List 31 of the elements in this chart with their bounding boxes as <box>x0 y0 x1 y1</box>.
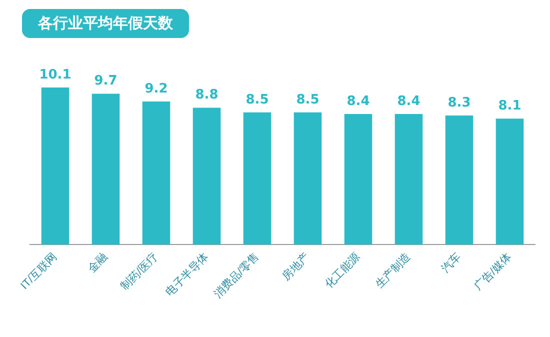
data-label: 9.2 <box>144 81 168 96</box>
x-tick-label: 制药/医疗 <box>118 250 161 293</box>
bar <box>496 118 524 245</box>
bar <box>192 108 221 245</box>
x-tick-label: 广告/媒体 <box>472 250 514 293</box>
data-label: 8.3 <box>448 95 471 110</box>
bar <box>394 114 423 245</box>
data-label: 8.4 <box>346 94 370 109</box>
chart-title: 各行业平均年假天数 <box>22 9 189 38</box>
x-tick-label: 消费品/零售 <box>211 250 262 301</box>
x-tick-label: 房地产 <box>279 250 312 283</box>
bar <box>344 114 372 245</box>
data-label: 9.7 <box>94 74 118 89</box>
data-label: 8.4 <box>397 94 420 109</box>
x-tick-label: 汽车 <box>438 250 464 276</box>
bar <box>243 112 272 245</box>
x-tick-label: IT/互联网 <box>18 251 60 292</box>
x-tick-label: 化工能源 <box>322 250 363 291</box>
bar <box>142 102 170 245</box>
bar <box>92 94 120 245</box>
data-label: 8.5 <box>296 92 320 108</box>
bar <box>41 88 70 245</box>
x-tick-label: 生产制造 <box>372 250 414 291</box>
data-label: 8.5 <box>246 92 269 108</box>
x-tick-label: 电子半导体 <box>162 250 212 298</box>
data-label: 10.1 <box>39 67 72 82</box>
x-tick-label: 金融 <box>86 251 110 276</box>
data-label: 8.1 <box>498 98 522 114</box>
bar <box>445 116 474 245</box>
bar <box>294 112 322 245</box>
data-label: 8.8 <box>195 88 218 103</box>
